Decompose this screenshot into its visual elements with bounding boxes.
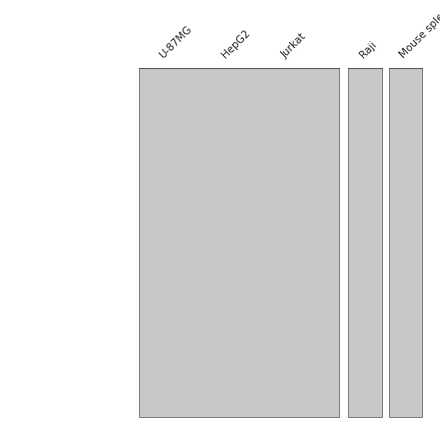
Text: U-87MG: U-87MG bbox=[158, 24, 194, 60]
Bar bbox=[139, 68, 339, 417]
Text: Jurkat: Jurkat bbox=[280, 32, 308, 60]
Bar bbox=[389, 68, 422, 417]
Text: Raji: Raji bbox=[358, 40, 379, 60]
Text: HepG2: HepG2 bbox=[220, 28, 252, 60]
Text: Mouse spleen: Mouse spleen bbox=[398, 3, 440, 60]
Bar bbox=[348, 68, 382, 417]
